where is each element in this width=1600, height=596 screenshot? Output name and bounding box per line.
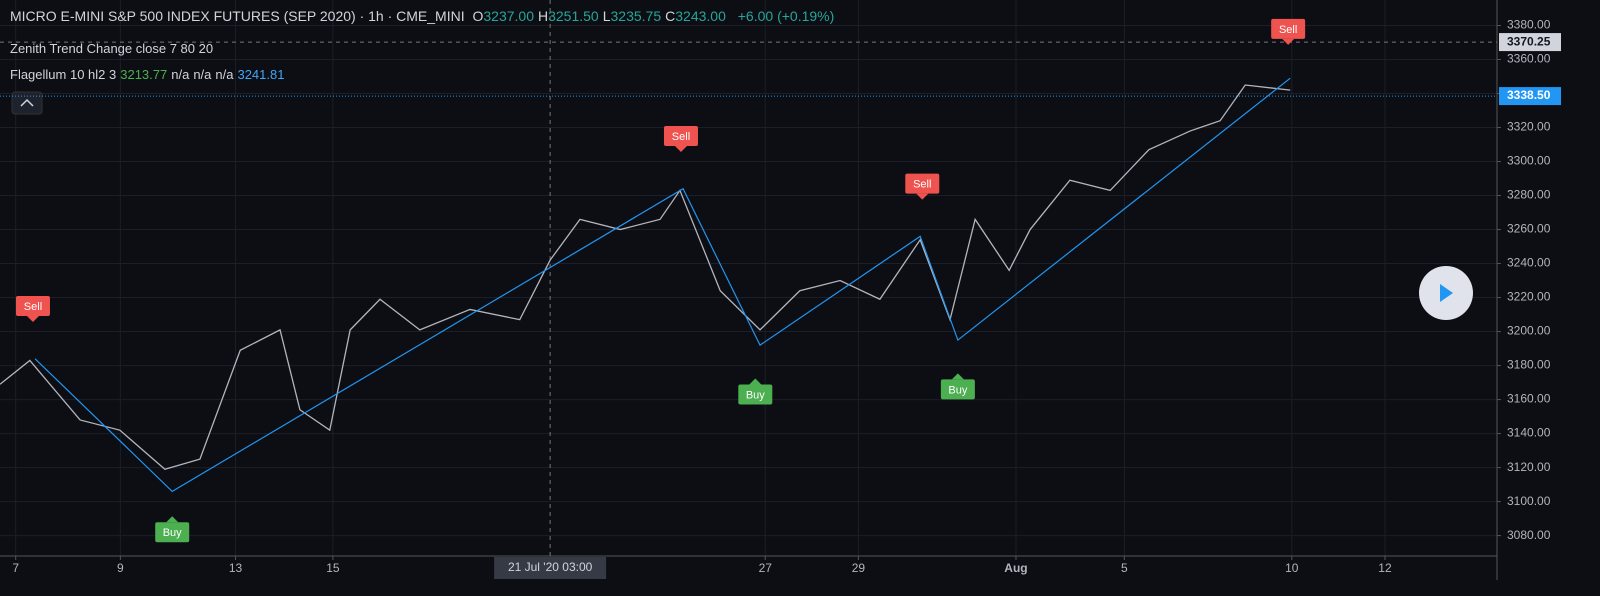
collapse-icon xyxy=(20,98,34,107)
crosshair-x-label-box xyxy=(494,557,607,579)
x-tick-label: 27 xyxy=(759,561,773,575)
signal-box xyxy=(940,379,975,400)
signal-box xyxy=(1271,18,1306,39)
x-tick-label: 7 xyxy=(12,561,19,575)
signal-box xyxy=(15,296,50,317)
change: +6.00 (+0.19%) xyxy=(737,8,835,24)
signal-pointer xyxy=(26,316,39,323)
ohlc-value: 3237.00 xyxy=(483,8,534,24)
signal-label: Sell xyxy=(1279,24,1297,36)
play-icon xyxy=(1440,284,1453,302)
x-tick-label: 9 xyxy=(117,561,124,575)
indicator-value: 3213.77 xyxy=(120,67,168,82)
y-tick-label: 3220.00 xyxy=(1507,290,1551,304)
signal-box xyxy=(663,126,698,147)
crosshair-y-label-box xyxy=(1499,33,1561,52)
signal-label: Sell xyxy=(913,179,931,191)
y-tick-label: 3080.00 xyxy=(1507,528,1551,542)
indicator-value: 3241.81 xyxy=(237,67,285,82)
grid xyxy=(0,0,1497,556)
indicator-value: n/a xyxy=(215,67,234,82)
signal-label: Buy xyxy=(948,384,967,396)
last-price-box xyxy=(1499,87,1561,106)
signal-label: Sell xyxy=(672,131,690,143)
indicator-line: Flagellum 10 hl2 3 3213.77 n/a n/a n/a 3241.8… xyxy=(10,67,288,82)
y-tick-label: 3260.00 xyxy=(1507,222,1551,236)
signal-label: Buy xyxy=(746,389,765,401)
last-price-label: 3338.50 xyxy=(1507,88,1551,102)
y-tick-label: 3100.00 xyxy=(1507,494,1551,508)
x-tick-label: Aug xyxy=(1004,561,1027,575)
ohlc-value: 3251.50 xyxy=(548,8,599,24)
x-tick-label: 15 xyxy=(326,561,340,575)
symbol-line: MICRO E-MINI S&P 500 INDEX FUTURES (SEP … xyxy=(10,8,838,24)
y-tick-label: 3300.00 xyxy=(1507,154,1551,168)
indicator-line: Zenith Trend Change close 7 80 20 xyxy=(10,41,217,56)
signal-box xyxy=(738,384,773,405)
signal-label: Sell xyxy=(24,301,42,313)
y-tick-label: 3240.00 xyxy=(1507,256,1551,270)
ohlc-label: C xyxy=(665,8,676,24)
signal-box xyxy=(155,522,190,543)
indicator-value: n/a xyxy=(171,67,190,82)
signal-pointer xyxy=(674,146,687,153)
indicator-value: n/a xyxy=(193,67,212,82)
ohlc-value: 3235.75 xyxy=(610,8,662,24)
x-tick-label: 5 xyxy=(1121,561,1128,575)
x-tick-label: 13 xyxy=(229,561,243,575)
signal-label: Buy xyxy=(163,527,182,539)
y-tick-label: 3160.00 xyxy=(1507,392,1551,406)
crosshair-x-label: 21 Jul '20 03:00 xyxy=(508,560,593,574)
x-tick-label: 12 xyxy=(1378,561,1392,575)
signal-pointer xyxy=(749,378,762,385)
signal-pointer xyxy=(951,373,964,380)
ohlc: O3237.00 H3251.50 L3235.75 C3243.00 xyxy=(472,8,729,24)
ohlc-value: 3243.00 xyxy=(675,8,726,24)
trend-line xyxy=(34,77,1291,493)
ohlc-label: L xyxy=(602,8,611,24)
ohlc-label: O xyxy=(472,8,484,24)
y-tick-label: 3180.00 xyxy=(1507,358,1551,372)
symbol-title: MICRO E-MINI S&P 500 INDEX FUTURES (SEP … xyxy=(10,8,465,24)
x-tick-label: 10 xyxy=(1285,561,1299,575)
signal-pointer xyxy=(916,193,929,200)
indicator-name: Zenith Trend Change close 7 80 20 xyxy=(10,41,214,56)
y-tick-label: 3140.00 xyxy=(1507,426,1551,440)
signal-pointer xyxy=(1282,38,1295,45)
y-tick-label: 3120.00 xyxy=(1507,460,1551,474)
price-line xyxy=(0,84,1291,471)
ohlc-label: H xyxy=(537,8,549,24)
y-tick-label: 3280.00 xyxy=(1507,188,1551,202)
indicator-name: Flagellum 10 hl2 3 xyxy=(10,67,117,82)
y-tick-label: 3380.00 xyxy=(1507,18,1551,32)
signal-pointer xyxy=(166,516,179,523)
collapse-button[interactable] xyxy=(11,91,43,115)
crosshair-y-label: 3370.25 xyxy=(1507,34,1551,48)
signal-box xyxy=(905,173,940,194)
x-tick-label: 29 xyxy=(852,561,866,575)
y-tick-label: 3360.00 xyxy=(1507,52,1551,66)
y-tick-label: 3320.00 xyxy=(1507,120,1551,134)
y-tick-label: 3200.00 xyxy=(1507,324,1551,338)
